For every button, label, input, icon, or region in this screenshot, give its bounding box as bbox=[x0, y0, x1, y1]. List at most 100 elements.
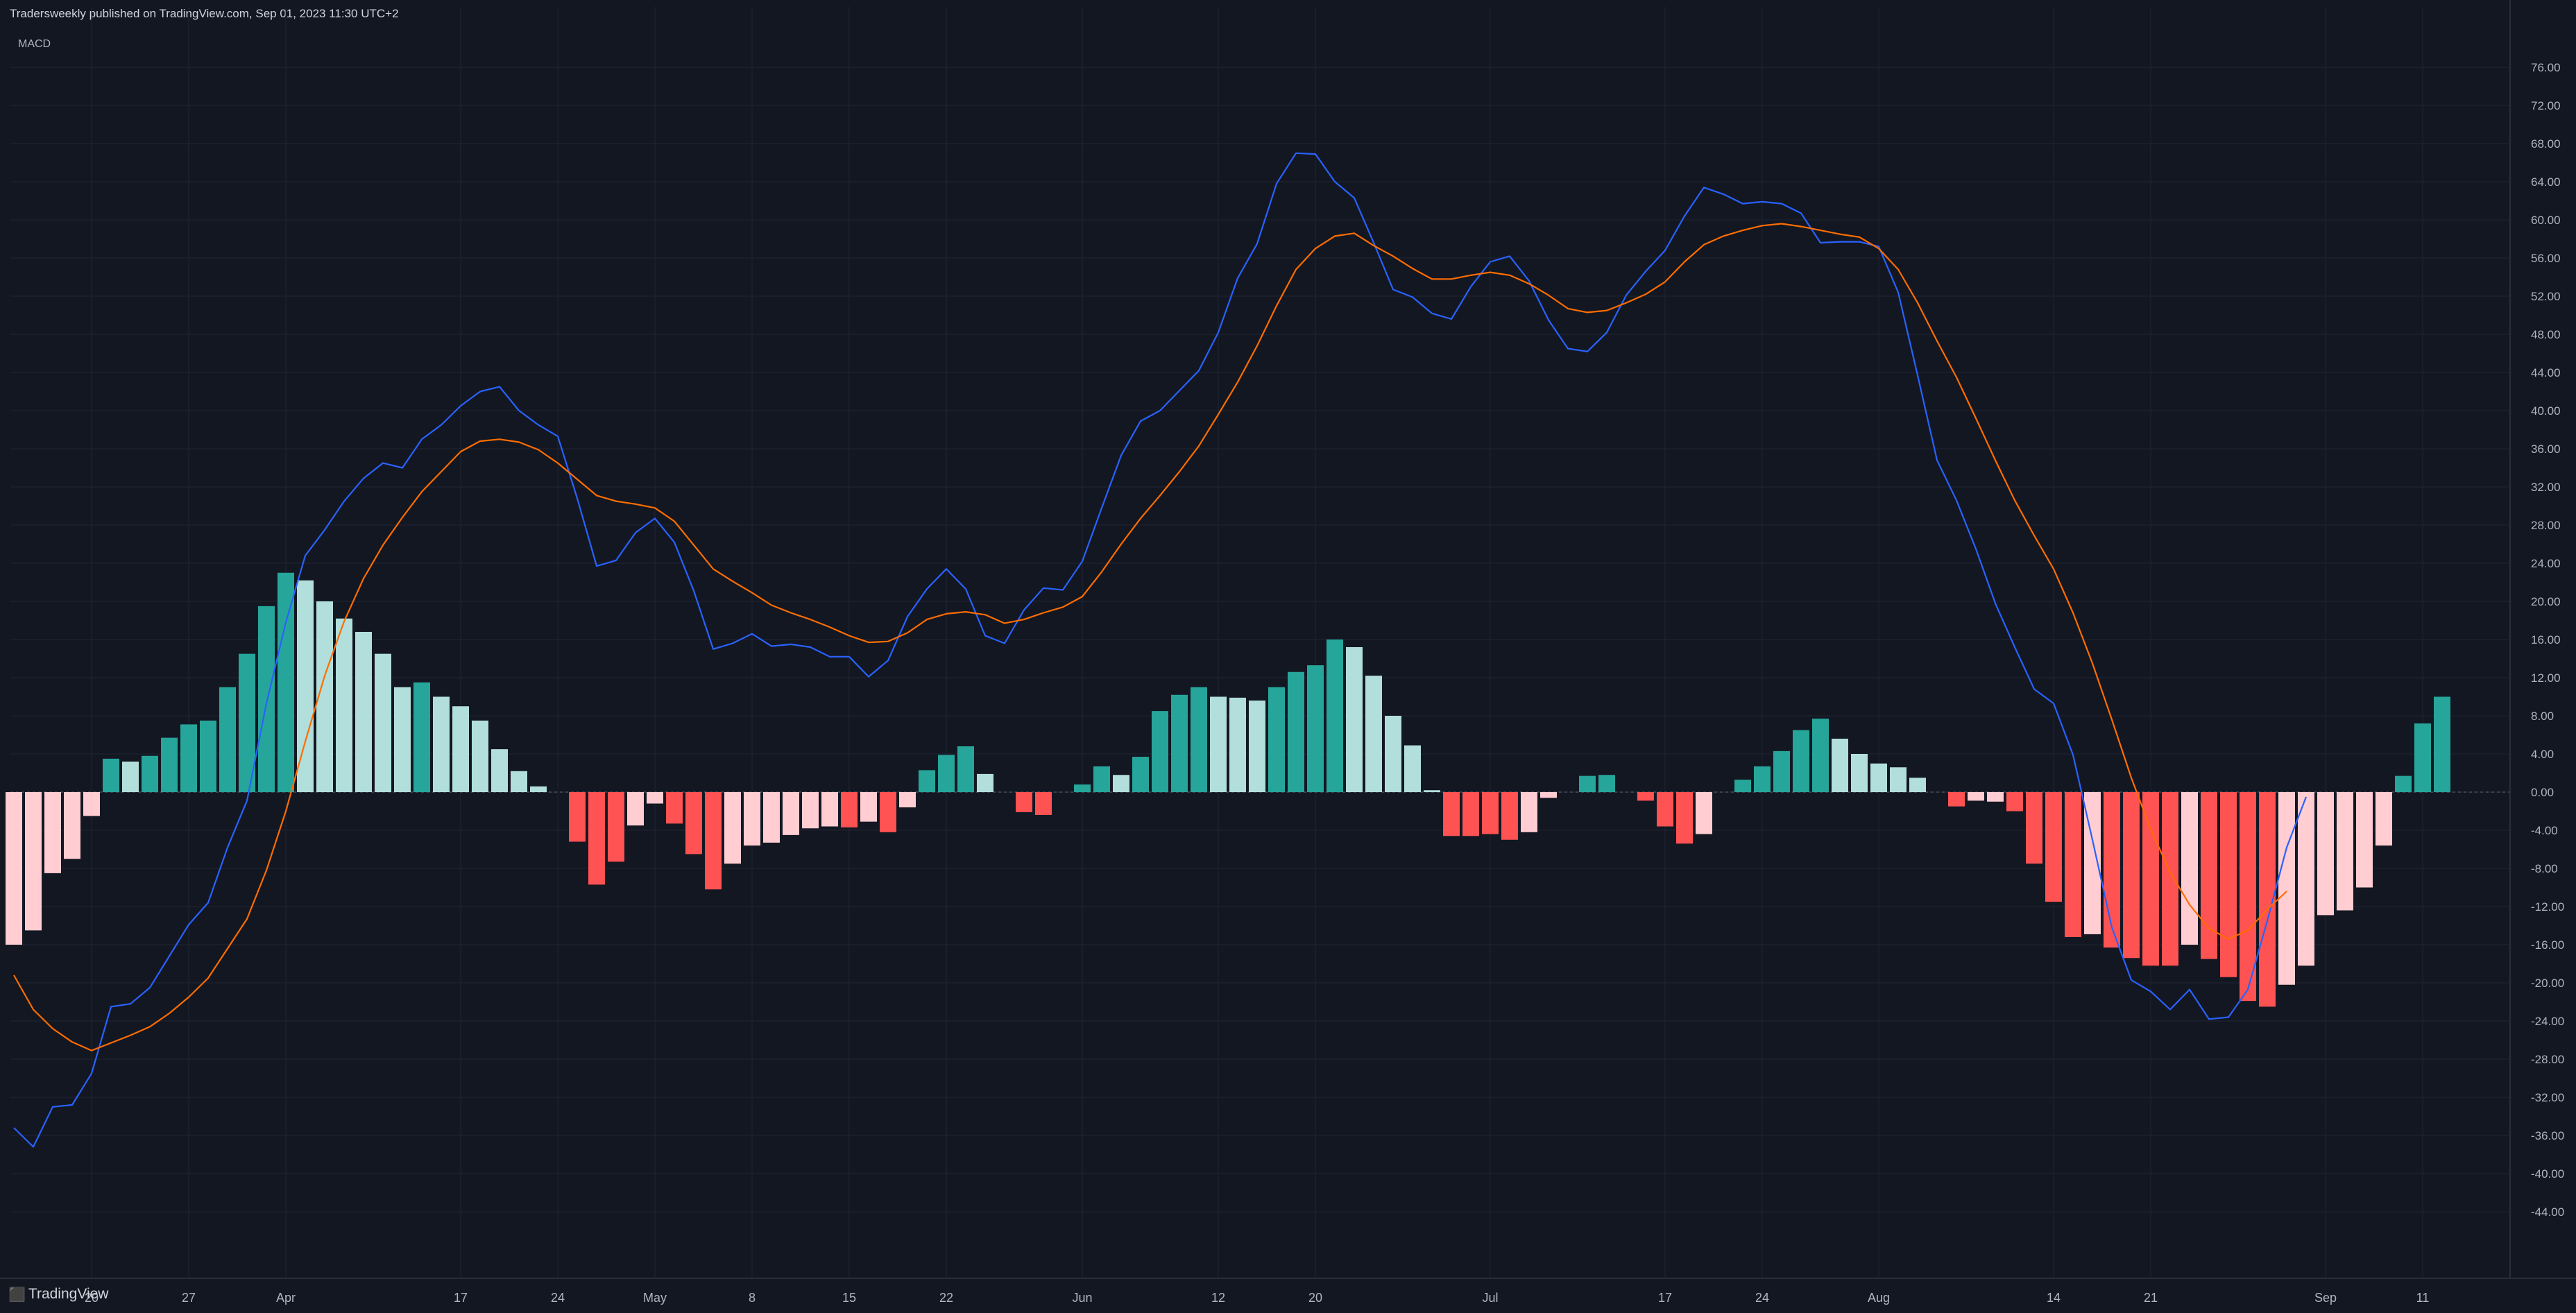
histogram-bar bbox=[413, 682, 430, 792]
x-tick-label: 12 bbox=[1211, 1291, 1225, 1305]
histogram-bar bbox=[2065, 792, 2081, 937]
footer-brand[interactable]: ⬛ TradingView bbox=[8, 1285, 108, 1304]
y-tick-label: 20.00 bbox=[2531, 595, 2561, 608]
histogram-bar bbox=[1773, 750, 1790, 792]
y-tick-label: 32.00 bbox=[2531, 481, 2561, 494]
histogram-bar bbox=[1132, 757, 1149, 792]
histogram-bar bbox=[472, 720, 488, 792]
histogram-bar bbox=[25, 792, 42, 931]
x-tick-label: 24 bbox=[551, 1291, 565, 1305]
y-tick-label: -40.00 bbox=[2531, 1167, 2564, 1181]
x-tick-label: 27 bbox=[182, 1291, 196, 1305]
histogram-bar bbox=[588, 792, 605, 885]
histogram-bar bbox=[1462, 792, 1479, 836]
x-tick-label: 11 bbox=[2416, 1291, 2430, 1305]
histogram-bar bbox=[297, 580, 314, 792]
histogram-bar bbox=[1385, 716, 1401, 792]
histogram-bar bbox=[1812, 719, 1829, 792]
histogram-bar bbox=[278, 572, 294, 792]
histogram-bar bbox=[1754, 766, 1771, 792]
histogram-bar bbox=[6, 792, 22, 945]
histogram-bar bbox=[1968, 792, 1984, 801]
y-tick-label: -4.00 bbox=[2531, 824, 2558, 837]
histogram-bar bbox=[2356, 792, 2373, 888]
histogram-bar bbox=[802, 792, 819, 829]
y-tick-label: -36.00 bbox=[2531, 1129, 2564, 1142]
histogram-bar bbox=[1851, 754, 1868, 792]
histogram-bar bbox=[608, 792, 624, 862]
histogram-bar bbox=[1074, 784, 1091, 792]
y-tick-label: 60.00 bbox=[2531, 214, 2561, 227]
histogram-bar bbox=[2181, 792, 2198, 945]
histogram-bar bbox=[627, 792, 644, 826]
histogram-bar bbox=[511, 771, 527, 792]
x-tick-label: 17 bbox=[454, 1291, 468, 1305]
histogram-bar bbox=[1268, 687, 1285, 792]
y-tick-label: 28.00 bbox=[2531, 519, 2561, 532]
histogram-bar bbox=[2104, 792, 2120, 948]
x-axis[interactable]: 20 27 Apr 17 24 May 8 15 22 Jun 12 20 Jul 17 24 Aug 14 21… bbox=[85, 1291, 2429, 1305]
x-tick-label: Jul bbox=[1482, 1291, 1498, 1305]
histogram-bar bbox=[1443, 792, 1460, 836]
signal-line bbox=[13, 223, 2287, 1052]
histogram-bar bbox=[1482, 792, 1499, 834]
x-tick-label: 21 bbox=[2144, 1291, 2158, 1305]
histogram-bar bbox=[1152, 711, 1168, 792]
y-tick-label: -24.00 bbox=[2531, 1015, 2564, 1028]
histogram-bar bbox=[200, 720, 216, 792]
y-tick-label: 44.00 bbox=[2531, 366, 2561, 379]
y-tick-label: 36.00 bbox=[2531, 443, 2561, 456]
y-tick-label: -28.00 bbox=[2531, 1053, 2564, 1066]
histogram-bar bbox=[1870, 763, 1887, 792]
macd-line bbox=[13, 152, 2308, 1148]
histogram-bar bbox=[2123, 792, 2140, 959]
y-tick-label: -8.00 bbox=[2531, 862, 2558, 875]
x-tick-label: 20 bbox=[1308, 1291, 1322, 1305]
histogram-bar bbox=[142, 755, 158, 792]
y-tick-label: 4.00 bbox=[2531, 748, 2554, 761]
histogram-bar bbox=[899, 792, 916, 807]
y-tick-label: 48.00 bbox=[2531, 328, 2561, 341]
y-tick-label: 16.00 bbox=[2531, 633, 2561, 646]
histogram-bar bbox=[957, 746, 974, 792]
histogram-bar bbox=[2006, 792, 2023, 812]
histogram-bar bbox=[647, 792, 663, 804]
y-tick-label: 0.00 bbox=[2531, 786, 2554, 799]
histogram-bar bbox=[2414, 723, 2431, 792]
histogram-bar bbox=[1890, 767, 1907, 792]
histogram-bar bbox=[1307, 665, 1324, 792]
histogram-bar bbox=[180, 724, 197, 792]
footer-brand-text: TradingView bbox=[28, 1286, 109, 1302]
x-tick-label: 17 bbox=[1658, 1291, 1672, 1305]
histogram-bar bbox=[938, 755, 955, 792]
y-tick-label: -44.00 bbox=[2531, 1205, 2564, 1219]
y-tick-label: 64.00 bbox=[2531, 175, 2561, 189]
histogram-bar bbox=[1365, 676, 1382, 792]
y-tick-label: 40.00 bbox=[2531, 404, 2561, 418]
histogram-bar bbox=[821, 792, 838, 827]
x-tick-label: 22 bbox=[939, 1291, 953, 1305]
histogram-bar bbox=[666, 792, 683, 824]
histogram-bar bbox=[2045, 792, 2062, 902]
histogram-bar bbox=[2142, 792, 2159, 966]
y-tick-label: 52.00 bbox=[2531, 290, 2561, 303]
histogram-bar bbox=[919, 770, 935, 792]
histogram-bar bbox=[1676, 792, 1693, 844]
histogram-bar bbox=[2201, 792, 2217, 959]
histogram-bar bbox=[1346, 647, 1363, 792]
histogram-bar bbox=[1229, 697, 1246, 792]
histogram-bar bbox=[1637, 792, 1654, 801]
histogram-bar bbox=[1793, 730, 1809, 792]
histogram-bar bbox=[1035, 792, 1052, 815]
histogram-bar bbox=[2220, 792, 2237, 977]
histogram-bar bbox=[1016, 792, 1032, 812]
y-tick-label: 24.00 bbox=[2531, 557, 2561, 570]
histogram-bar bbox=[1210, 696, 1227, 792]
histogram-bar bbox=[1171, 694, 1188, 792]
x-tick-label: 8 bbox=[749, 1291, 756, 1305]
histogram-bar bbox=[783, 792, 799, 835]
y-axis[interactable]: 76.00 72.00 68.00 64.00 60.00 56.00 52.00 48.00… bbox=[2531, 61, 2564, 1219]
histogram-bar bbox=[880, 792, 896, 832]
histogram-bar bbox=[433, 696, 450, 792]
